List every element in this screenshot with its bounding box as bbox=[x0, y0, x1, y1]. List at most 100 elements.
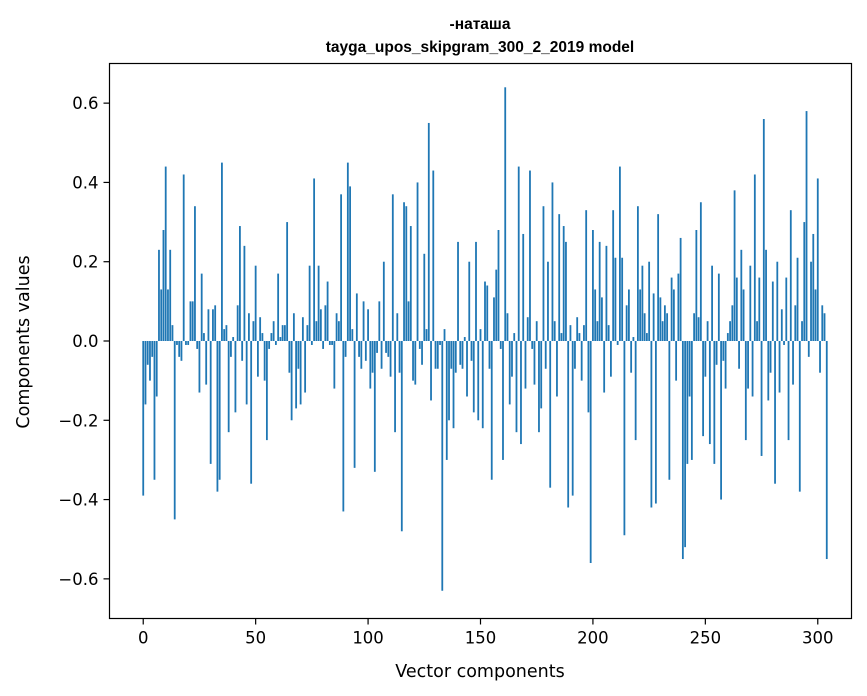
chart-title: -наташа bbox=[450, 16, 511, 33]
bar bbox=[434, 341, 437, 369]
bar bbox=[587, 341, 590, 413]
bar bbox=[776, 261, 779, 341]
bar bbox=[625, 305, 628, 341]
bar bbox=[513, 333, 516, 341]
bar bbox=[697, 317, 700, 341]
bar bbox=[562, 226, 565, 341]
bar bbox=[207, 309, 210, 341]
bar bbox=[636, 206, 639, 341]
bar bbox=[304, 341, 307, 393]
bar bbox=[540, 341, 543, 409]
bar bbox=[578, 333, 581, 341]
bar bbox=[715, 341, 718, 365]
bar bbox=[749, 265, 752, 341]
bar bbox=[634, 341, 637, 441]
bar bbox=[216, 341, 219, 492]
bar bbox=[787, 341, 790, 441]
bar bbox=[457, 241, 459, 341]
bar bbox=[780, 309, 783, 341]
bar bbox=[279, 337, 282, 341]
bar bbox=[693, 313, 696, 341]
bar bbox=[248, 313, 250, 341]
bar bbox=[765, 249, 767, 341]
y-tick-label: 0.6 bbox=[72, 94, 98, 113]
bar bbox=[567, 341, 570, 508]
bar bbox=[702, 341, 704, 437]
bar bbox=[677, 273, 680, 341]
bar bbox=[675, 341, 678, 381]
bar bbox=[560, 333, 563, 341]
bar bbox=[182, 174, 185, 341]
bar bbox=[747, 341, 749, 389]
bar bbox=[497, 230, 500, 341]
bar bbox=[241, 341, 244, 361]
bar bbox=[731, 305, 734, 341]
bar bbox=[531, 341, 534, 349]
bar bbox=[146, 341, 149, 365]
bar bbox=[301, 317, 304, 341]
bar bbox=[742, 289, 745, 341]
bar bbox=[744, 341, 747, 441]
bar bbox=[218, 341, 221, 480]
bar bbox=[360, 341, 363, 369]
bar bbox=[684, 341, 687, 548]
bar bbox=[189, 301, 192, 341]
bar bbox=[825, 341, 828, 560]
bar bbox=[358, 341, 360, 357]
bar bbox=[565, 241, 567, 341]
bar bbox=[250, 341, 253, 484]
bar bbox=[551, 182, 554, 341]
bar bbox=[724, 341, 727, 389]
y-tick-label: −0.2 bbox=[58, 411, 98, 430]
bar bbox=[185, 341, 187, 345]
bar bbox=[353, 341, 356, 468]
bar bbox=[508, 341, 511, 405]
bar bbox=[479, 329, 482, 341]
bar bbox=[290, 341, 293, 421]
bar bbox=[340, 194, 342, 341]
bar bbox=[331, 341, 333, 345]
y-tick-label: 0.0 bbox=[72, 332, 98, 351]
bar bbox=[472, 341, 475, 413]
bar bbox=[373, 341, 376, 472]
bar bbox=[144, 341, 147, 405]
bar bbox=[699, 202, 702, 341]
y-tick-label: −0.4 bbox=[58, 491, 98, 510]
bar bbox=[270, 333, 273, 341]
plot-frame bbox=[108, 62, 853, 620]
bar bbox=[495, 269, 498, 341]
bar bbox=[412, 341, 414, 381]
bar bbox=[812, 233, 815, 341]
bar bbox=[209, 341, 212, 464]
bar bbox=[558, 214, 561, 341]
bar bbox=[441, 341, 444, 591]
bar bbox=[807, 341, 810, 357]
bar bbox=[475, 241, 477, 341]
bar bbox=[524, 341, 527, 389]
bar bbox=[178, 341, 181, 357]
bar bbox=[816, 178, 819, 341]
bar bbox=[225, 325, 228, 341]
x-tick-label: 0 bbox=[138, 629, 149, 648]
bar bbox=[200, 273, 203, 341]
bar bbox=[803, 222, 806, 341]
bar bbox=[403, 202, 405, 341]
bar bbox=[630, 341, 633, 373]
x-tick-label: 250 bbox=[690, 629, 722, 648]
bar bbox=[421, 341, 423, 365]
bar bbox=[619, 166, 621, 341]
bar bbox=[265, 341, 268, 441]
bar bbox=[432, 170, 435, 341]
bar bbox=[272, 321, 275, 341]
bar bbox=[277, 273, 280, 341]
bar bbox=[583, 325, 585, 341]
bar bbox=[796, 257, 799, 341]
bar bbox=[295, 341, 298, 409]
bar bbox=[661, 321, 664, 341]
bar bbox=[704, 341, 707, 377]
bar bbox=[423, 253, 426, 341]
bar bbox=[380, 341, 383, 369]
bar bbox=[337, 321, 340, 341]
bar bbox=[589, 341, 592, 563]
bar bbox=[167, 289, 169, 341]
